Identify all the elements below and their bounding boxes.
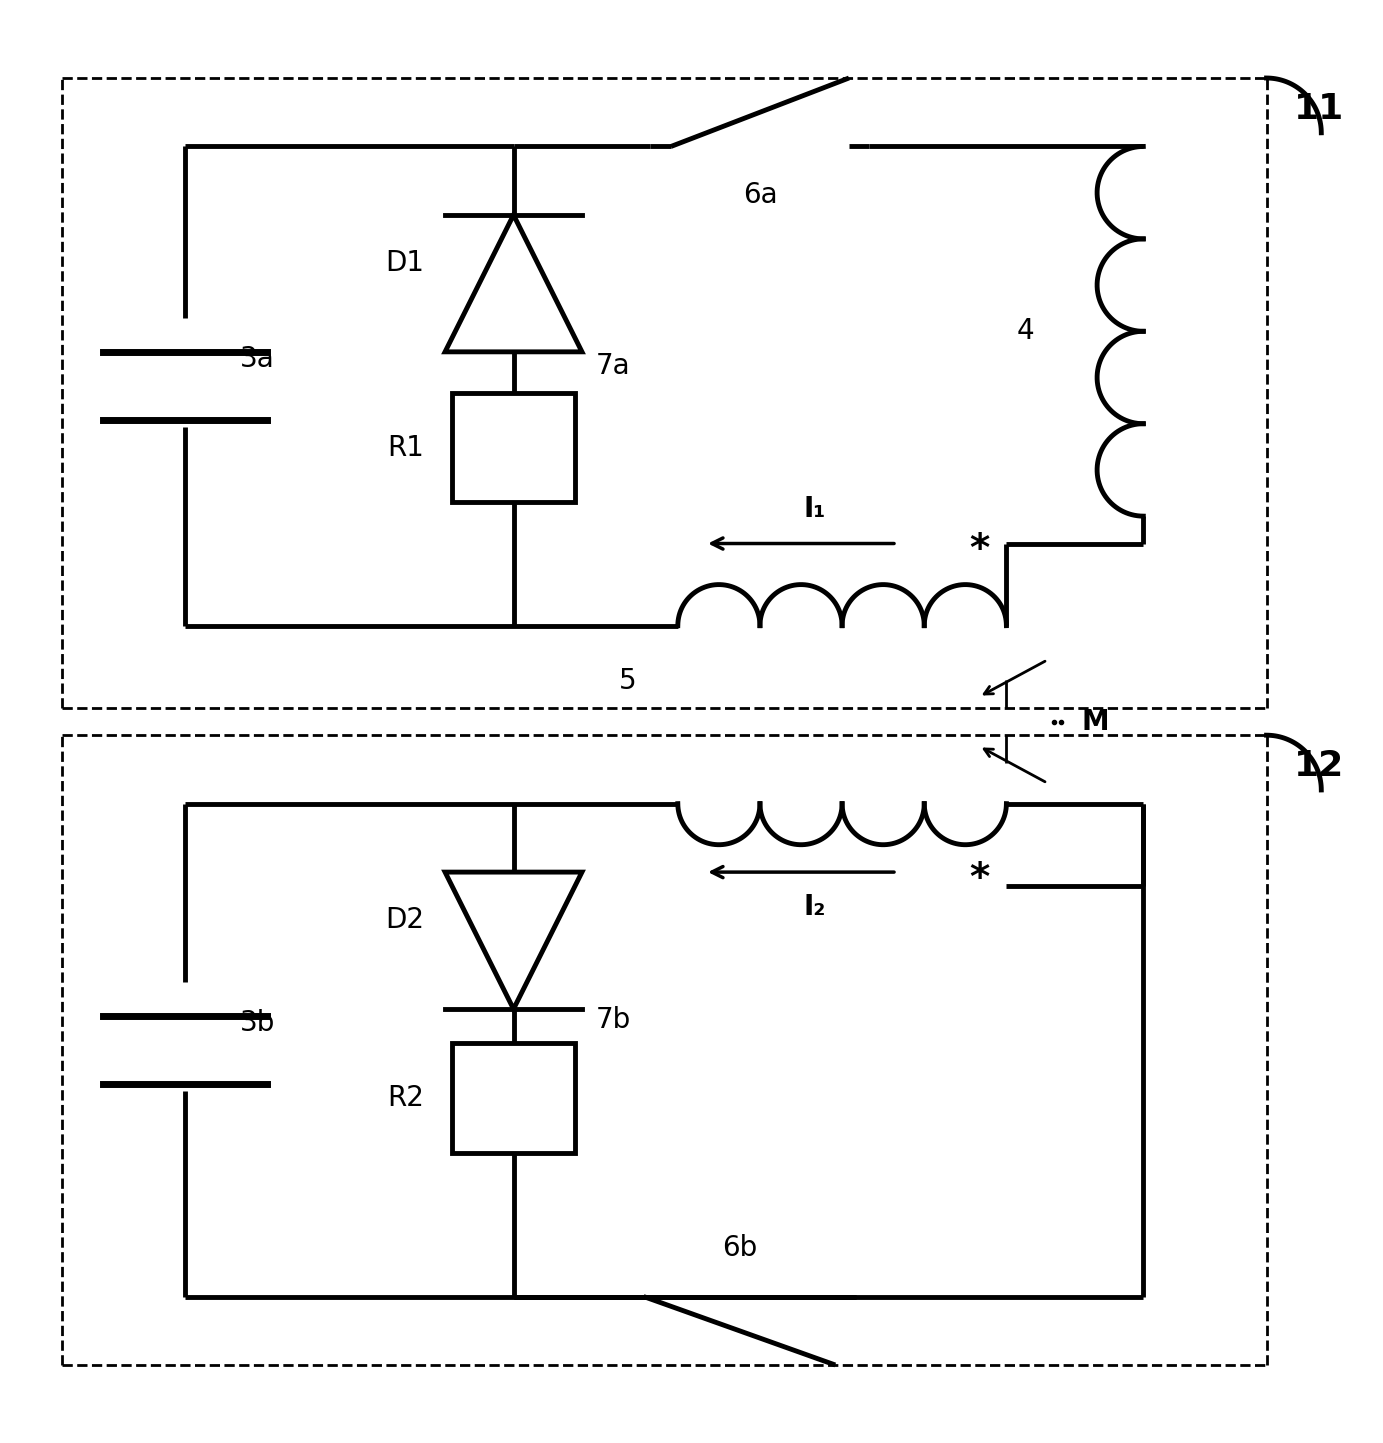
Text: 7a: 7a	[596, 352, 631, 380]
Text: I₂: I₂	[804, 893, 826, 921]
Text: 11: 11	[1294, 92, 1344, 126]
Text: 6b: 6b	[722, 1234, 757, 1263]
Text: 5: 5	[620, 667, 636, 694]
Text: D1: D1	[386, 248, 425, 277]
Bar	[452, 1043, 575, 1153]
Text: R2: R2	[387, 1084, 425, 1113]
Text: R1: R1	[387, 434, 425, 462]
Text: *: *	[969, 860, 989, 898]
Text: 3a: 3a	[239, 345, 274, 372]
Text: 12: 12	[1294, 749, 1344, 784]
Text: 6a: 6a	[743, 180, 777, 209]
Bar	[452, 392, 575, 502]
Text: 7b: 7b	[596, 1006, 631, 1035]
Text: 4: 4	[1017, 317, 1033, 345]
Text: D2: D2	[386, 906, 425, 934]
Text: 3b: 3b	[239, 1009, 275, 1036]
Text: M: M	[1082, 707, 1109, 736]
Text: I₁: I₁	[804, 495, 826, 522]
Text: *: *	[969, 531, 989, 570]
